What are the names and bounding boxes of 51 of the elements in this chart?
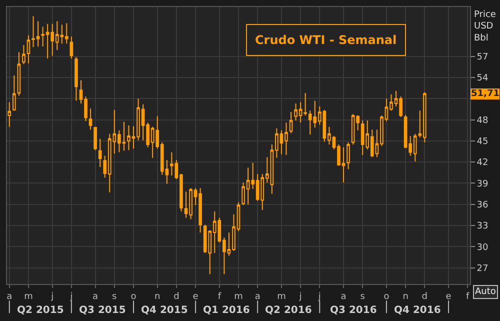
- text: Q4 2015: [141, 305, 188, 316]
- candlestick: [98, 138, 102, 168]
- x-tick-label: a: [254, 292, 260, 302]
- y-tick-label: 54: [476, 74, 489, 84]
- y-tick-label: 45: [476, 137, 488, 148]
- text: Auto: [475, 287, 496, 297]
- x-tick-label: n: [402, 292, 408, 302]
- text: Q1 2016: [203, 305, 250, 316]
- x-tick-label: j: [50, 292, 54, 302]
- text: Q2 2015: [17, 305, 64, 316]
- y-tick-label: 57: [476, 52, 488, 62]
- y-axis-title: Price USD Bbl: [474, 10, 496, 44]
- x-tick-label: j: [69, 292, 73, 302]
- candlestick: [88, 108, 92, 130]
- x-tick-label: s: [112, 292, 118, 302]
- x-tick-label: n: [154, 292, 160, 302]
- text: Q3 2015: [79, 305, 126, 316]
- x-tick-label: o: [130, 292, 137, 302]
- y-tick-label: 30: [476, 242, 489, 253]
- y-tick-label: 48: [476, 116, 489, 126]
- annotation: 51,71: [471, 89, 500, 99]
- x-tick-label: j: [317, 292, 321, 302]
- x-tick-label: f: [466, 292, 470, 302]
- candlestick: [70, 36, 74, 59]
- candlestick: [74, 56, 78, 102]
- y-tick-label: 42: [476, 158, 488, 168]
- candlestick: [8, 102, 12, 128]
- x-tick-label: m: [234, 292, 243, 302]
- x-tick-label: f: [218, 292, 222, 302]
- x-tick-label: a: [6, 292, 12, 302]
- candlestick: [289, 112, 293, 134]
- x-tick-label: s: [360, 292, 366, 302]
- x-tick-label: o: [384, 292, 390, 302]
- y-tick-label: 27: [476, 264, 488, 274]
- x-tick-label: e: [192, 292, 199, 302]
- text: Crudo WTI - Semanal: [255, 33, 397, 47]
- x-tick-label: m: [24, 292, 33, 302]
- x-tick-label: d: [422, 292, 428, 302]
- x-tick-label: a: [92, 292, 98, 302]
- x-tick-label: j: [298, 292, 302, 302]
- candlestick: [94, 126, 97, 151]
- text: Q4 2016: [394, 305, 441, 316]
- y-tick-label: 36: [476, 200, 489, 210]
- text: Q3 2016: [330, 305, 377, 316]
- y-tick-label: 33: [476, 222, 488, 232]
- x-tick-label: m: [277, 292, 286, 302]
- x-tick-label: a: [340, 292, 346, 302]
- y-tick-label: 39: [476, 179, 489, 190]
- text: Q2 2016: [265, 305, 312, 316]
- x-tick-label: d: [174, 292, 180, 302]
- x-tick-label: e: [446, 292, 452, 302]
